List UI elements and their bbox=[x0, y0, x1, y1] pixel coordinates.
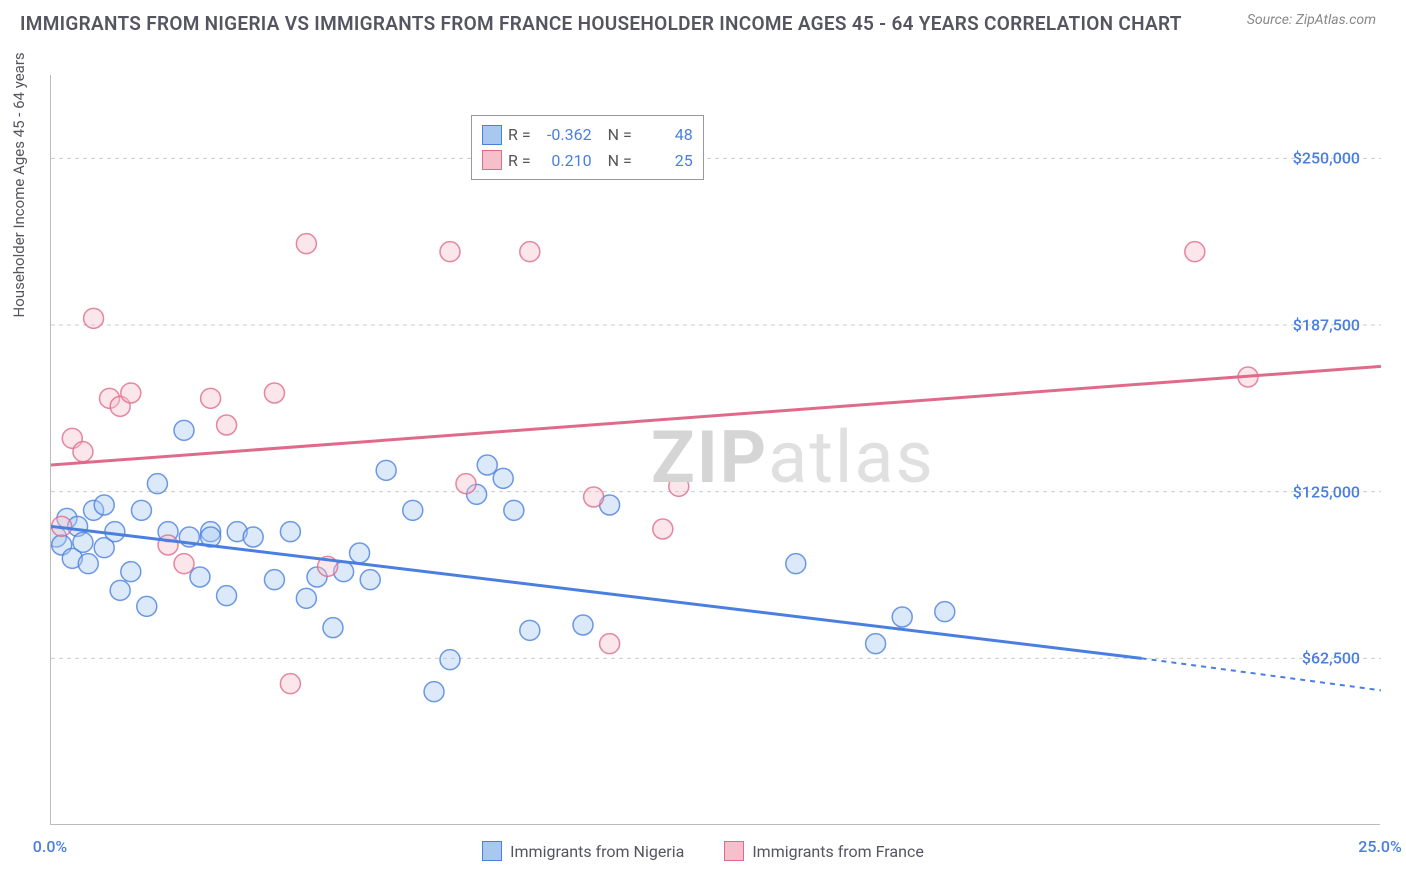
stats-r-label: R = bbox=[508, 122, 531, 148]
stats-r-france: 0.210 bbox=[537, 148, 592, 174]
stats-r-nigeria: -0.362 bbox=[537, 122, 592, 148]
y-tick-label: $125,000 bbox=[1293, 482, 1360, 501]
chart-source: Source: ZipAtlas.com bbox=[1247, 12, 1376, 28]
legend-label-france: Immigrants from France bbox=[752, 842, 924, 861]
chart-title: IMMIGRANTS FROM NIGERIA VS IMMIGRANTS FR… bbox=[20, 12, 1182, 35]
stats-n-label-2: N = bbox=[608, 148, 632, 174]
swatch-nigeria bbox=[482, 125, 502, 145]
plot-area: ZIPatlas R = -0.362 N = 48 R = 0.210 N =… bbox=[50, 75, 1380, 825]
stats-n-label: N = bbox=[608, 122, 632, 148]
y-tick-label: $62,500 bbox=[1302, 649, 1360, 668]
source-link[interactable]: ZipAtlas.com bbox=[1296, 12, 1376, 28]
legend-item-nigeria: Immigrants from Nigeria bbox=[482, 841, 684, 861]
legend-swatch-nigeria bbox=[482, 841, 502, 861]
legend-swatch-france bbox=[724, 841, 744, 861]
legend-label-nigeria: Immigrants from Nigeria bbox=[510, 842, 684, 861]
stats-n-nigeria: 48 bbox=[638, 122, 693, 148]
bottom-legend: Immigrants from Nigeria Immigrants from … bbox=[0, 841, 1406, 861]
legend-item-france: Immigrants from France bbox=[724, 841, 924, 861]
plot-svg bbox=[51, 75, 1381, 825]
y-tick-label: $250,000 bbox=[1293, 149, 1360, 168]
stats-row-france: R = 0.210 N = 25 bbox=[482, 148, 693, 174]
stats-r-label-2: R = bbox=[508, 148, 531, 174]
stats-n-france: 25 bbox=[638, 148, 693, 174]
source-label: Source: bbox=[1247, 12, 1292, 28]
x-tick-label-end: 25.0% bbox=[1358, 837, 1402, 856]
chart-header: IMMIGRANTS FROM NIGERIA VS IMMIGRANTS FR… bbox=[0, 0, 1406, 35]
correlation-stats-box: R = -0.362 N = 48 R = 0.210 N = 25 bbox=[471, 115, 704, 180]
swatch-france bbox=[482, 150, 502, 170]
chart-container: Householder Income Ages 45 - 64 years ZI… bbox=[0, 35, 1406, 865]
x-tick-label-start: 0.0% bbox=[33, 837, 67, 856]
y-axis-label: Householder Income Ages 45 - 64 years bbox=[10, 52, 28, 317]
stats-row-nigeria: R = -0.362 N = 48 bbox=[482, 122, 693, 148]
y-tick-label: $187,500 bbox=[1293, 316, 1360, 335]
